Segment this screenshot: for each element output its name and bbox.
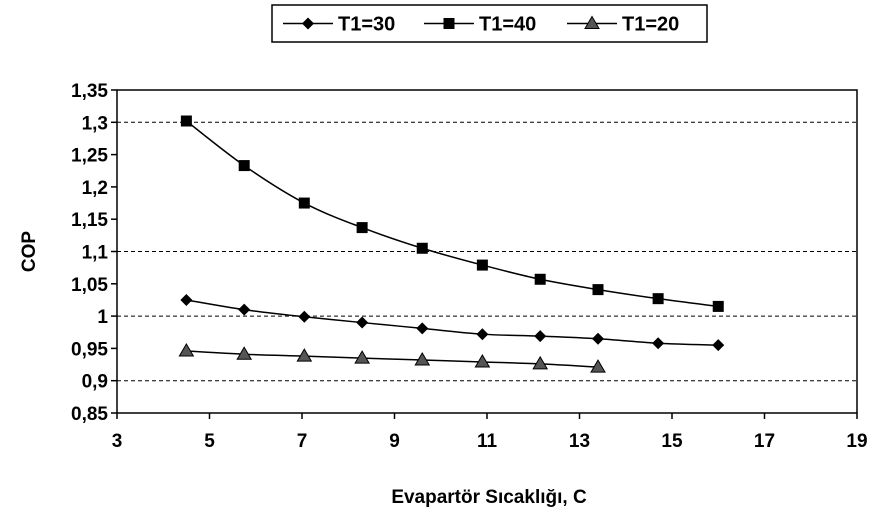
data-point-T1=30	[298, 310, 311, 323]
data-point-T1=20	[532, 355, 549, 370]
x-tick-label: 19	[846, 431, 867, 452]
x-tick-label: 7	[297, 431, 308, 452]
x-tick-label: 15	[661, 431, 683, 452]
data-point-T1=40	[180, 115, 192, 127]
data-point-T1=20	[474, 353, 491, 368]
x-tick-label: 11	[477, 431, 498, 452]
legend-marker-T1=40	[443, 18, 455, 29]
data-point-T1=40	[356, 222, 368, 234]
data-point-T1=20	[354, 350, 370, 364]
legend-marker-T1=20	[584, 15, 600, 29]
y-tick-label: 0,9	[82, 372, 108, 393]
x-tick-label: 3	[112, 431, 123, 452]
data-point-T1=30	[712, 339, 725, 352]
x-tick-label: 9	[389, 431, 400, 452]
data-point-T1=20	[590, 359, 606, 373]
data-point-T1=30	[592, 332, 604, 345]
data-point-T1=40	[416, 242, 428, 254]
data-point-T1=30	[416, 322, 429, 335]
data-point-T1=30	[476, 328, 489, 341]
y-tick-label: 1,3	[82, 113, 108, 134]
series-line-T1=20	[186, 350, 599, 368]
data-point-T1=40	[298, 197, 310, 209]
data-point-T1=40	[652, 293, 664, 305]
data-point-T1=40	[534, 273, 546, 285]
y-tick-label: 1,05	[71, 275, 108, 296]
x-tick-label: 17	[754, 431, 775, 452]
data-point-T1=20	[178, 342, 195, 357]
data-point-T1=30	[534, 330, 547, 343]
data-point-T1=40	[238, 160, 250, 172]
legend-marker-T1=30	[302, 17, 314, 30]
series-line-T1=40	[185, 120, 719, 308]
y-tick-label: 1,35	[71, 81, 108, 102]
y-tick-label: 1,2	[82, 178, 108, 199]
data-point-T1=30	[238, 303, 251, 316]
y-axis-title: COP	[19, 231, 40, 273]
data-point-T1=40	[592, 284, 604, 296]
data-point-T1=20	[296, 348, 313, 362]
legend-label: T1=30	[338, 14, 395, 36]
y-tick-label: 1,15	[71, 210, 108, 231]
y-tick-label: 0,95	[71, 339, 108, 360]
legend-label: T1=40	[479, 14, 536, 36]
x-axis-title: Evapartör Sıcaklığı, C	[391, 487, 587, 508]
data-point-T1=30	[652, 337, 665, 350]
data-point-T1=40	[476, 259, 488, 271]
y-tick-label: 1	[97, 307, 108, 328]
y-tick-label: 1,1	[82, 243, 109, 264]
x-tick-label: 13	[569, 431, 590, 452]
series-line-T1=30	[186, 299, 719, 346]
y-tick-label: 0,85	[71, 404, 108, 425]
data-point-T1=40	[712, 300, 724, 312]
legend-label: T1=20	[622, 14, 679, 36]
data-point-T1=30	[180, 293, 193, 306]
x-tick-label: 5	[204, 431, 215, 452]
y-tick-label: 1,25	[71, 146, 108, 167]
data-point-T1=20	[236, 346, 253, 360]
data-point-T1=30	[356, 316, 369, 329]
legend	[271, 4, 708, 43]
data-point-T1=20	[414, 352, 431, 366]
